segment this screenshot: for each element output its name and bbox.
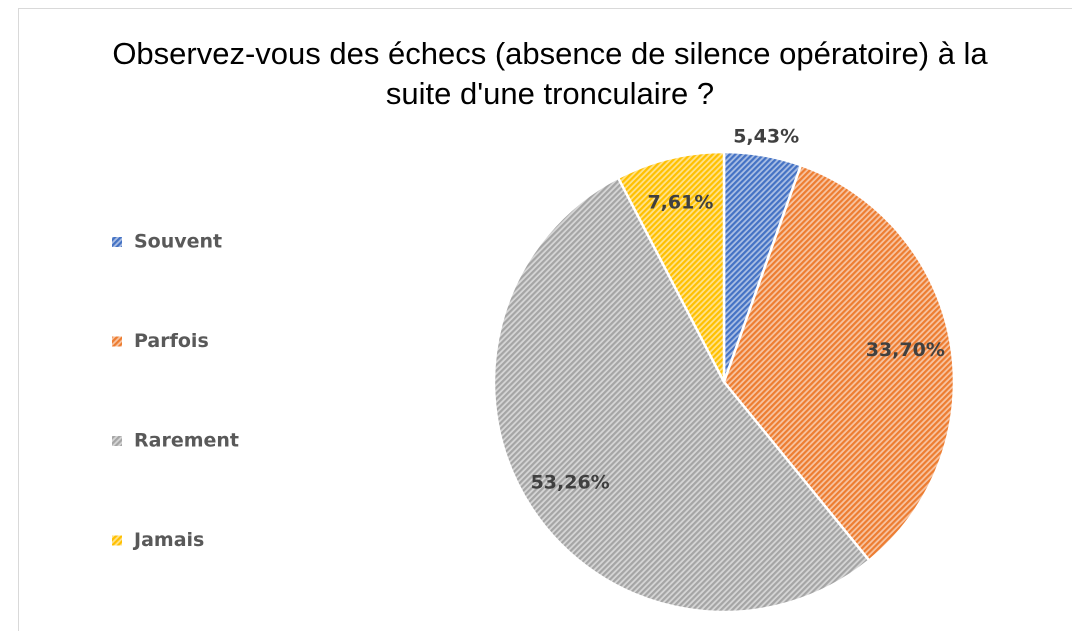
legend-label: Parfois xyxy=(134,330,209,352)
data-label: 7,61% xyxy=(647,192,713,214)
legend-label: Souvent xyxy=(134,231,222,253)
pie-slice xyxy=(492,176,871,614)
legend-marker xyxy=(112,237,122,247)
legend-label: Rarement xyxy=(134,430,239,452)
data-label: 53,26% xyxy=(531,471,610,493)
pie-slice xyxy=(616,150,726,383)
chart-title: Observez-vous des échecs (absence de sil… xyxy=(112,36,988,111)
legend-marker xyxy=(112,535,122,546)
legend-marker xyxy=(112,436,122,446)
data-label: 5,43% xyxy=(733,126,799,148)
chart-frame xyxy=(18,8,1072,631)
data-label: 33,70% xyxy=(866,339,945,361)
legend-marker xyxy=(112,336,122,347)
legend-label: Jamais xyxy=(132,529,204,551)
pie-slice xyxy=(722,163,956,563)
